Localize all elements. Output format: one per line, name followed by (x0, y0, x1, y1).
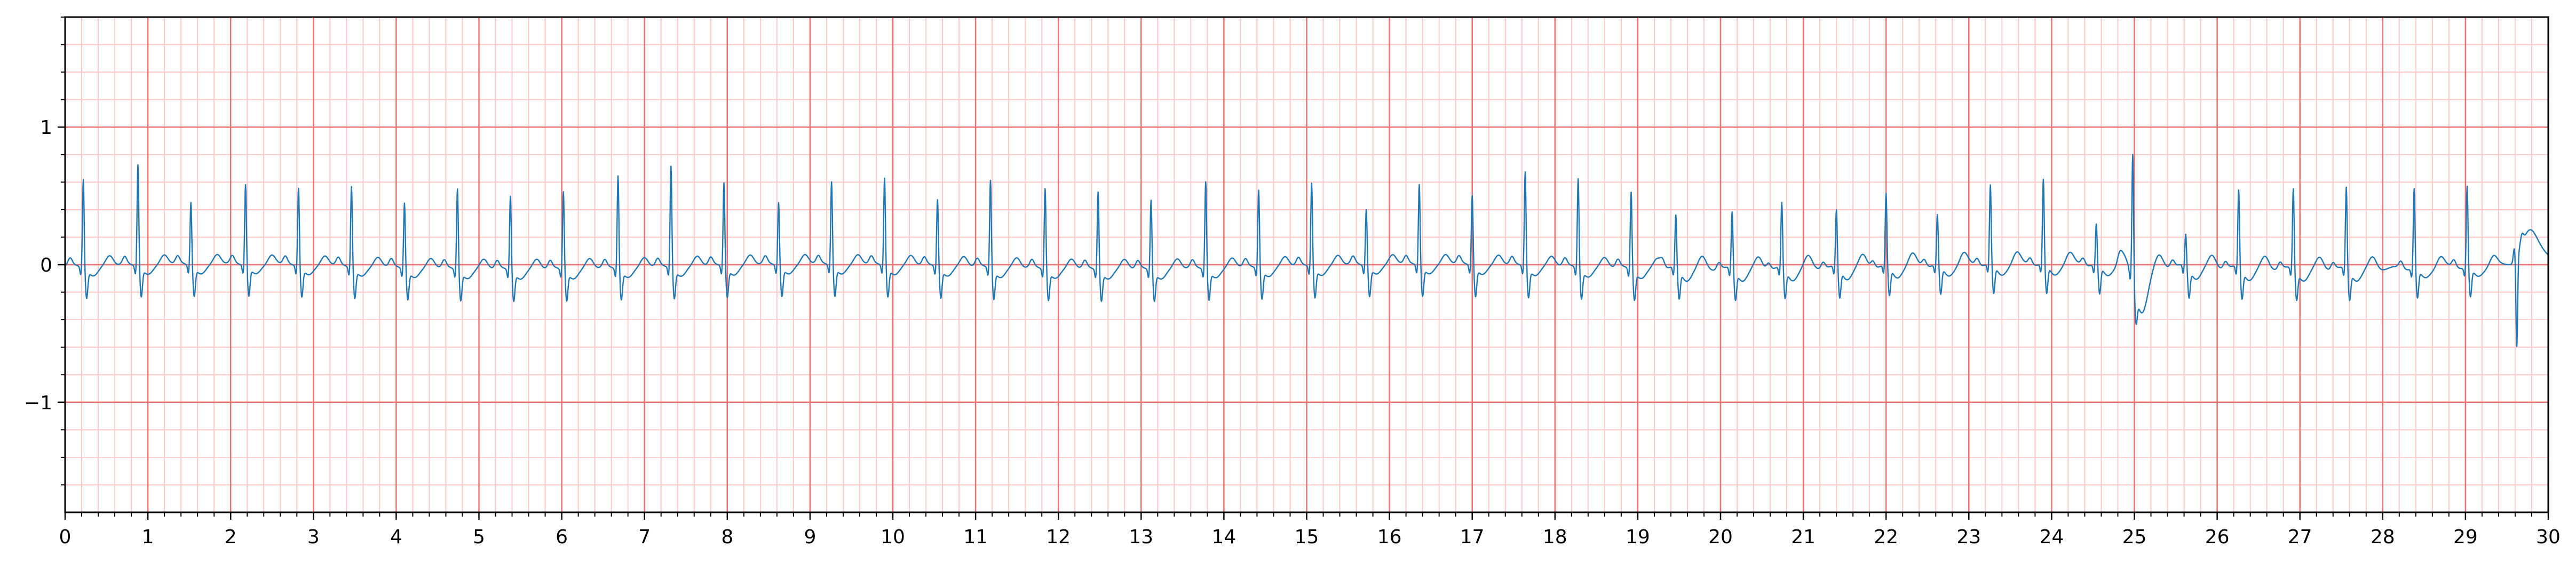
x-tick-label: 21 (1791, 526, 1816, 548)
x-tick-label: 23 (1956, 526, 1981, 548)
x-tick-label: 17 (1460, 526, 1485, 548)
x-tick-label: 30 (2536, 526, 2561, 548)
x-tick-label: 19 (1626, 526, 1650, 548)
x-tick-label: 10 (881, 526, 905, 548)
x-tick-label: 2 (225, 526, 237, 548)
y-tick-label: 0 (40, 255, 52, 276)
y-axis: 1 0 −1 (24, 17, 65, 486)
x-tick-label: 1 (142, 526, 154, 548)
y-tick-label: −1 (24, 392, 52, 414)
x-tick-label: 25 (2122, 526, 2147, 548)
x-tick-label: 13 (1129, 526, 1153, 548)
x-tick-label: 24 (2039, 526, 2064, 548)
signal-layer (65, 153, 2549, 347)
x-tick-label: 4 (390, 526, 402, 548)
x-tick-label: 15 (1295, 526, 1319, 548)
x-tick-label: 16 (1377, 526, 1402, 548)
x-tick-label: 8 (721, 526, 733, 548)
x-tick-label: 27 (2288, 526, 2312, 548)
y-tick-label: 1 (40, 117, 52, 139)
x-tick-label: 14 (1211, 526, 1236, 548)
x-tick-label: 22 (1874, 526, 1898, 548)
x-tick-label: 7 (638, 526, 651, 548)
x-tick-label: 9 (804, 526, 816, 548)
x-tick-label: 3 (307, 526, 320, 548)
x-tick-label: 6 (556, 526, 568, 548)
x-tick-label: 0 (59, 526, 72, 548)
x-tick-label: 11 (963, 526, 988, 548)
x-tick-label: 26 (2205, 526, 2230, 548)
x-tick-label: 29 (2453, 526, 2478, 548)
x-tick-label: 5 (473, 526, 485, 548)
x-tick-label: 28 (2371, 526, 2395, 548)
ecg-trace (65, 153, 2549, 347)
x-axis: 0 1 2 3 4 5 6 7 8 9 10 11 12 13 14 15 16 17 18 19 20 21 22 23 24… (59, 512, 2561, 548)
x-tick-label: 18 (1543, 526, 1567, 548)
x-tick-label: 12 (1046, 526, 1071, 548)
x-tick-label: 20 (1708, 526, 1733, 548)
